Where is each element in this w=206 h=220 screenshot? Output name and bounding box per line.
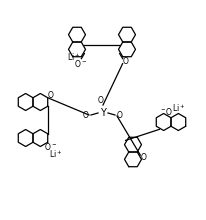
Text: O: O [140,153,146,162]
Text: O: O [83,110,89,119]
Text: Li$^+$: Li$^+$ [49,148,62,160]
Text: O: O [122,57,128,66]
Text: O: O [117,110,122,119]
Text: O$^-$: O$^-$ [44,141,57,152]
Text: Li$^+$: Li$^+$ [66,52,80,63]
Text: Li$^+$: Li$^+$ [171,102,185,114]
Text: $^-$O: $^-$O [158,106,172,117]
Text: Y: Y [99,108,105,118]
Text: O: O [48,91,53,100]
Text: O: O [98,95,103,104]
Text: O$^-$: O$^-$ [74,58,87,69]
